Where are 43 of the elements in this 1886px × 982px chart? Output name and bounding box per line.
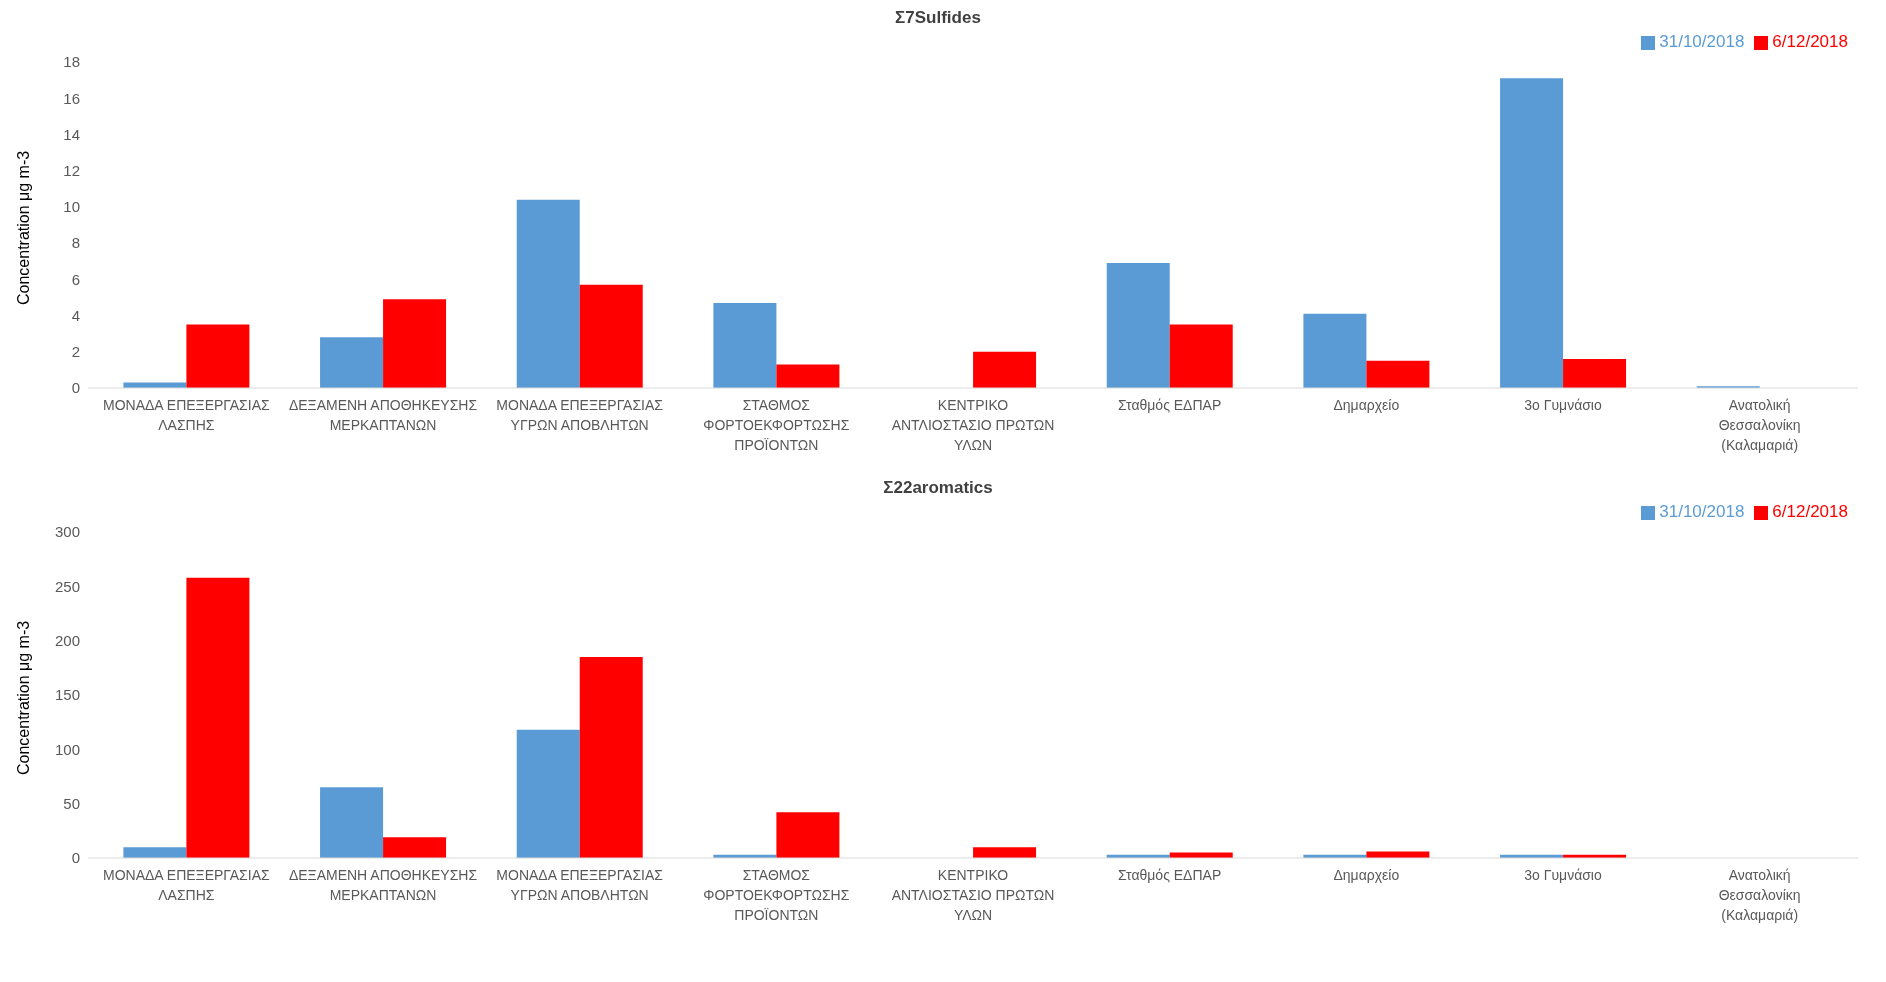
y-tick-label: 50 (63, 794, 80, 812)
y-tick-label: 6 (71, 270, 80, 288)
x-tick-label: ΔΕΞΑΜΕΝΗ ΑΠΟΘΗΚΕΥΣΗΣ ΜΕΡΚΑΠΤΑΝΩΝ (288, 397, 478, 433)
legend-label: 31/10/2018 (1659, 502, 1745, 521)
x-tick-label: ΜΟΝΑΔΑ ΕΠΕΞΕΡΓΑΣΙΑΣ ΥΓΡΩΝ ΑΠΟΒΛΗΤΩΝ (496, 397, 664, 433)
x-tick-label: ΚΕΝΤΡΙΚΟ ΑΝΤΛΙΟΣΤΑΣΙΟ ΠΡΩΤΩΝ ΥΛΩΝ (891, 397, 1055, 453)
x-tick-label: ΜΟΝΑΔΑ ΕΠΕΞΕΡΓΑΣΙΑΣ ΥΓΡΩΝ ΑΠΟΒΛΗΤΩΝ (496, 867, 664, 903)
y-tick-label: 18 (63, 53, 80, 71)
y-tick-label: 200 (54, 631, 80, 649)
y-tick-label: 12 (63, 161, 80, 179)
y-tick-label: 150 (54, 686, 80, 704)
x-tick-label: Σταθμός ΕΔΠΑΡ (1118, 867, 1222, 883)
y-tick-label: 0 (71, 849, 80, 867)
x-tick-label: ΜΟΝΑΔΑ ΕΠΕΞΕΡΓΑΣΙΑΣ ΛΑΣΠΗΣ (103, 397, 271, 433)
x-tick-label: ΚΕΝΤΡΙΚΟ ΑΝΤΛΙΟΣΤΑΣΙΟ ΠΡΩΤΩΝ ΥΛΩΝ (891, 867, 1055, 923)
y-tick-label: 14 (63, 125, 80, 143)
y-tick-label: 250 (54, 577, 80, 595)
y-tick-label: 300 (54, 523, 80, 541)
legend-label: 6/12/2018 (1772, 502, 1848, 521)
y-tick-label: 2 (71, 343, 80, 361)
legend-label: 31/10/2018 (1659, 32, 1745, 51)
x-tick-label: Δημαρχείο (1333, 867, 1400, 883)
x-tick-label: ΔΕΞΑΜΕΝΗ ΑΠΟΘΗΚΕΥΣΗΣ ΜΕΡΚΑΠΤΑΝΩΝ (288, 867, 478, 903)
y-tick-label: 4 (71, 306, 80, 324)
x-tick-label: Ανατολική Θεσσαλονίκη (Καλαμαριά) (1718, 867, 1801, 923)
chart-title: Σ22aromatics (882, 478, 994, 499)
x-tick-label: Σταθμός ΕΔΠΑΡ (1118, 397, 1222, 413)
y-tick-label: 10 (63, 198, 80, 216)
y-tick-label: 16 (63, 89, 80, 107)
y-tick-label: 0 (71, 379, 80, 397)
x-tick-label: Δημαρχείο (1333, 397, 1400, 413)
y-tick-label: 8 (71, 234, 80, 252)
y-axis-title: Concentration μg m-3 (14, 150, 32, 305)
x-tick-label: Ανατολική Θεσσαλονίκη (Καλαμαριά) (1718, 397, 1801, 453)
x-tick-label: ΜΟΝΑΔΑ ΕΠΕΞΕΡΓΑΣΙΑΣ ΛΑΣΠΗΣ (103, 867, 271, 903)
y-axis-title: Concentration μg m-3 (14, 620, 32, 775)
x-tick-label: 3ο Γυμνάσιο (1524, 397, 1602, 413)
chart-title: Σ7Sulfides (894, 8, 982, 29)
x-tick-label: 3ο Γυμνάσιο (1524, 867, 1602, 883)
legend-label: 6/12/2018 (1772, 32, 1848, 51)
x-tick-label: ΣΤΑΘΜΟΣ ΦΟΡΤΟΕΚΦΟΡΤΩΣΗΣ ΠΡΟΪΟΝΤΩΝ (703, 867, 850, 923)
x-tick-label: ΣΤΑΘΜΟΣ ΦΟΡΤΟΕΚΦΟΡΤΩΣΗΣ ΠΡΟΪΟΝΤΩΝ (703, 397, 850, 453)
y-tick-label: 100 (54, 740, 80, 758)
